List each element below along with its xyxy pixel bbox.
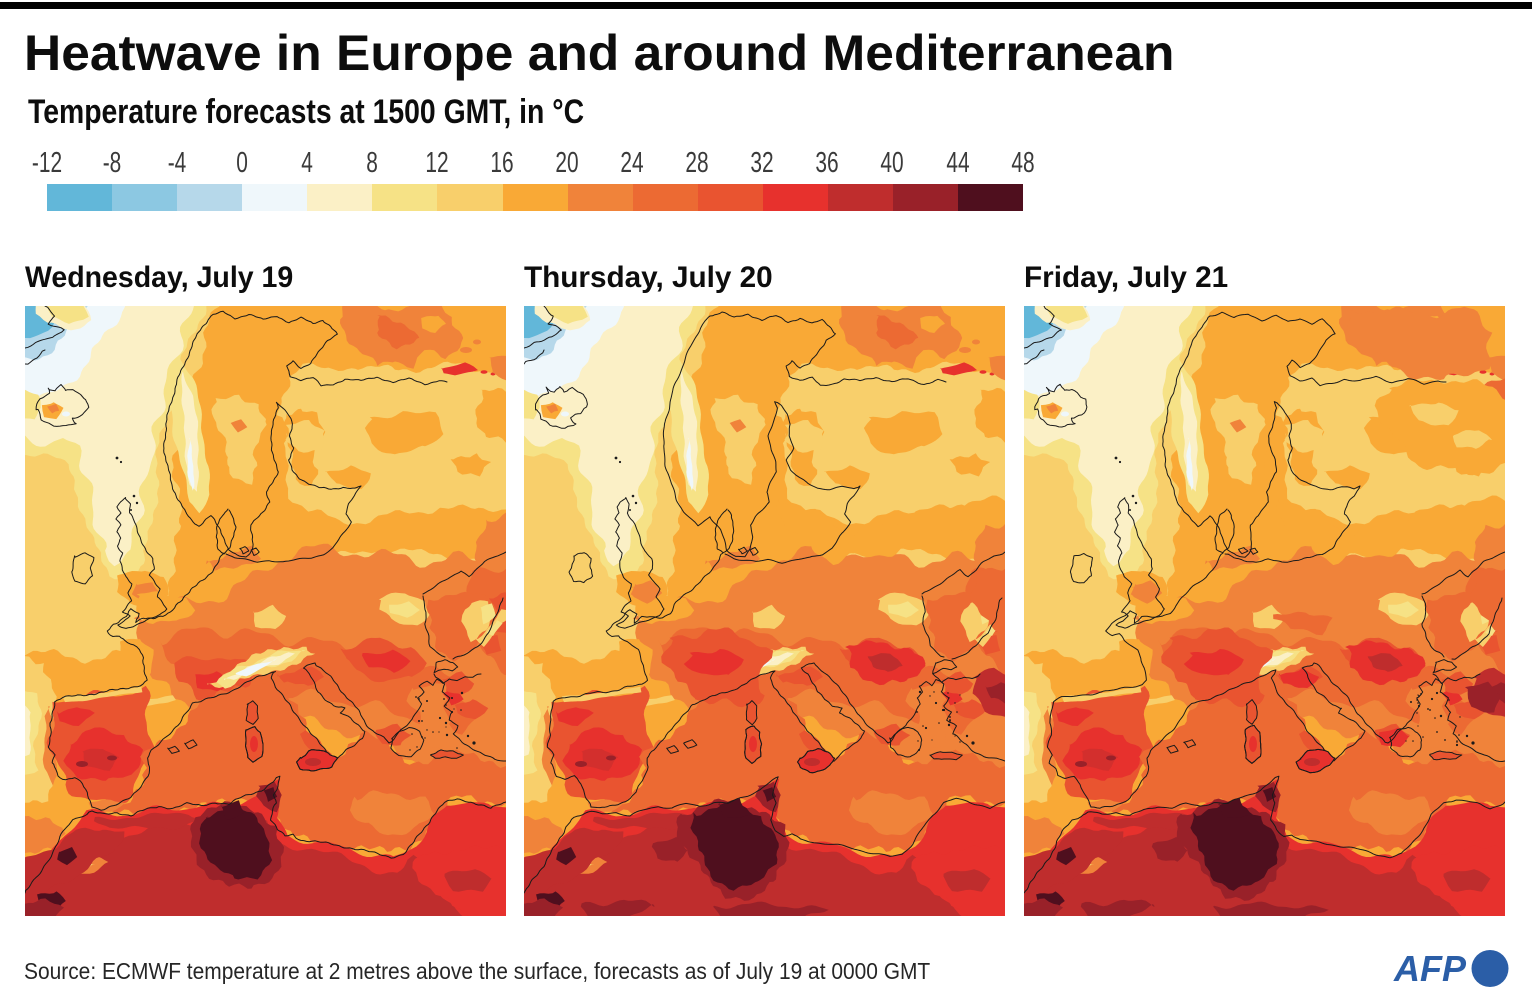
svg-text:AFP: AFP: [1393, 948, 1467, 989]
